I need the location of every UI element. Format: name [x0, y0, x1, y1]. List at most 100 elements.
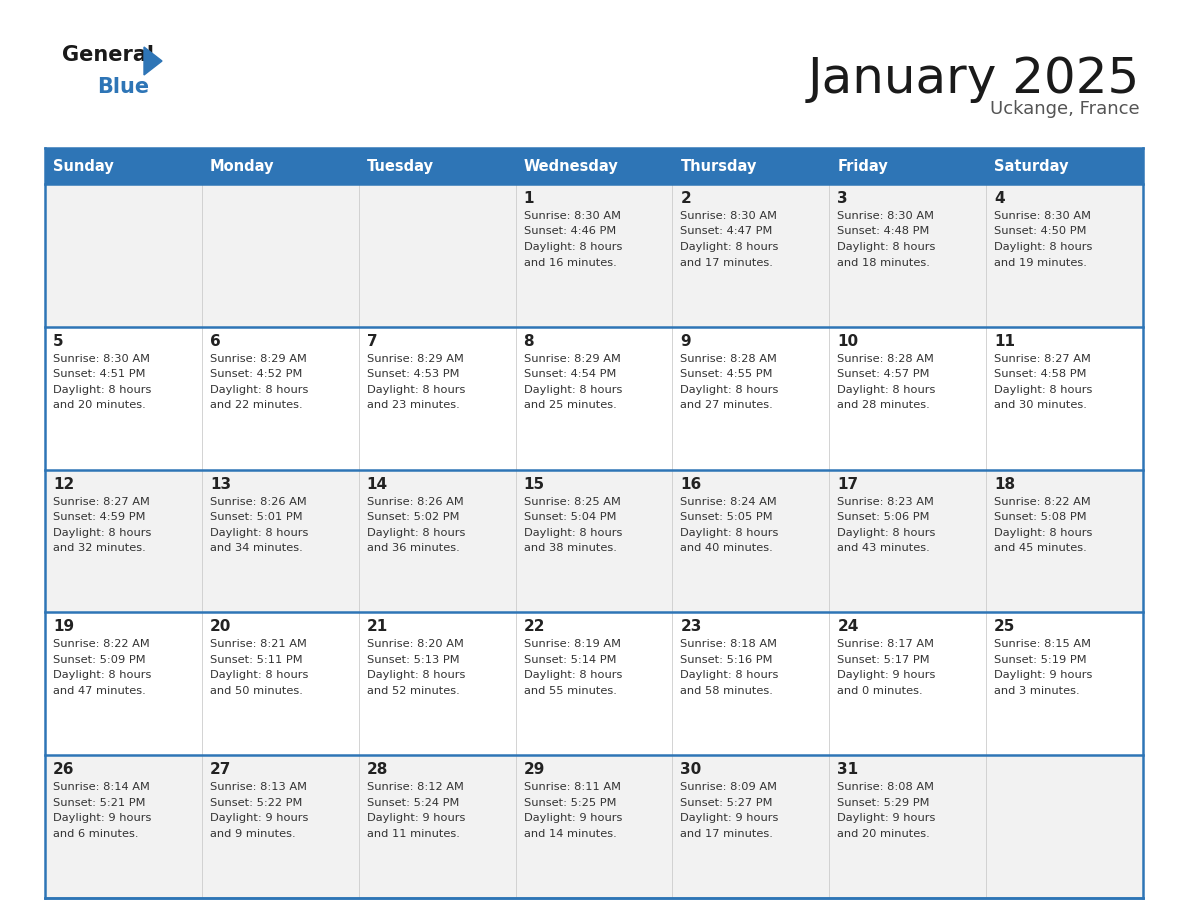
Text: Sunset: 5:14 PM: Sunset: 5:14 PM [524, 655, 617, 665]
Text: Daylight: 8 hours: Daylight: 8 hours [681, 242, 779, 252]
Text: Sunset: 4:46 PM: Sunset: 4:46 PM [524, 227, 615, 237]
Text: General: General [62, 45, 154, 65]
Text: and 25 minutes.: and 25 minutes. [524, 400, 617, 410]
Text: Sunrise: 8:27 AM: Sunrise: 8:27 AM [53, 497, 150, 507]
Text: Sunset: 5:04 PM: Sunset: 5:04 PM [524, 512, 617, 522]
Text: 4: 4 [994, 191, 1005, 206]
Text: Daylight: 8 hours: Daylight: 8 hours [524, 670, 623, 680]
Text: 10: 10 [838, 334, 859, 349]
Text: and 16 minutes.: and 16 minutes. [524, 258, 617, 267]
Bar [986, 756, 1143, 898]
Bar [986, 327, 1143, 470]
Text: Sunset: 5:08 PM: Sunset: 5:08 PM [994, 512, 1087, 522]
Text: 6: 6 [210, 334, 221, 349]
Text: 31: 31 [838, 762, 859, 778]
Bar [202, 756, 359, 898]
Text: Sunrise: 8:29 AM: Sunrise: 8:29 AM [524, 353, 620, 364]
Text: Monday: Monday [210, 159, 274, 174]
Text: 21: 21 [367, 620, 388, 634]
Text: Sunrise: 8:09 AM: Sunrise: 8:09 AM [681, 782, 777, 792]
Text: Daylight: 9 hours: Daylight: 9 hours [524, 813, 623, 823]
Text: Uckange, France: Uckange, France [991, 100, 1140, 118]
Bar [516, 184, 672, 327]
Bar [359, 184, 516, 327]
Text: Daylight: 8 hours: Daylight: 8 hours [524, 528, 623, 538]
Text: Sunrise: 8:11 AM: Sunrise: 8:11 AM [524, 782, 620, 792]
Text: and 36 minutes.: and 36 minutes. [367, 543, 460, 554]
Text: Sunrise: 8:15 AM: Sunrise: 8:15 AM [994, 640, 1091, 649]
Text: Sunrise: 8:24 AM: Sunrise: 8:24 AM [681, 497, 777, 507]
Text: Sunset: 5:11 PM: Sunset: 5:11 PM [210, 655, 303, 665]
Text: and 19 minutes.: and 19 minutes. [994, 258, 1087, 267]
Bar [672, 470, 829, 612]
Bar [45, 756, 202, 898]
Text: Sunset: 5:17 PM: Sunset: 5:17 PM [838, 655, 930, 665]
Text: and 58 minutes.: and 58 minutes. [681, 686, 773, 696]
Text: and 20 minutes.: and 20 minutes. [838, 829, 930, 839]
Text: Sunrise: 8:17 AM: Sunrise: 8:17 AM [838, 640, 934, 649]
Text: 15: 15 [524, 476, 544, 492]
Text: Sunrise: 8:18 AM: Sunrise: 8:18 AM [681, 640, 777, 649]
Text: Sunrise: 8:13 AM: Sunrise: 8:13 AM [210, 782, 307, 792]
Text: Sunset: 4:47 PM: Sunset: 4:47 PM [681, 227, 773, 237]
Text: Sunset: 5:22 PM: Sunset: 5:22 PM [210, 798, 302, 808]
Text: Sunrise: 8:19 AM: Sunrise: 8:19 AM [524, 640, 620, 649]
Text: Sunset: 5:02 PM: Sunset: 5:02 PM [367, 512, 460, 522]
Text: 19: 19 [53, 620, 74, 634]
Text: Sunset: 5:13 PM: Sunset: 5:13 PM [367, 655, 460, 665]
Text: and 20 minutes.: and 20 minutes. [53, 400, 146, 410]
Text: 8: 8 [524, 334, 535, 349]
Text: Daylight: 8 hours: Daylight: 8 hours [53, 670, 151, 680]
Text: Sunrise: 8:30 AM: Sunrise: 8:30 AM [838, 211, 934, 221]
Bar [359, 612, 516, 756]
Text: Sunset: 5:09 PM: Sunset: 5:09 PM [53, 655, 146, 665]
Text: Sunset: 5:05 PM: Sunset: 5:05 PM [681, 512, 773, 522]
Text: Tuesday: Tuesday [367, 159, 434, 174]
Text: Daylight: 8 hours: Daylight: 8 hours [53, 528, 151, 538]
Text: Daylight: 8 hours: Daylight: 8 hours [838, 242, 936, 252]
Text: Sunrise: 8:21 AM: Sunrise: 8:21 AM [210, 640, 307, 649]
Bar [516, 470, 672, 612]
Text: 24: 24 [838, 620, 859, 634]
Text: Sunrise: 8:28 AM: Sunrise: 8:28 AM [681, 353, 777, 364]
Text: Sunset: 5:01 PM: Sunset: 5:01 PM [210, 512, 303, 522]
Text: 27: 27 [210, 762, 232, 778]
Bar [359, 756, 516, 898]
Text: Daylight: 8 hours: Daylight: 8 hours [838, 385, 936, 395]
Text: 1: 1 [524, 191, 535, 206]
Text: and 22 minutes.: and 22 minutes. [210, 400, 303, 410]
Text: and 17 minutes.: and 17 minutes. [681, 258, 773, 267]
Text: Wednesday: Wednesday [524, 159, 618, 174]
Text: 20: 20 [210, 620, 232, 634]
Text: Sunset: 5:21 PM: Sunset: 5:21 PM [53, 798, 145, 808]
Text: 30: 30 [681, 762, 702, 778]
Text: Sunrise: 8:30 AM: Sunrise: 8:30 AM [994, 211, 1091, 221]
Text: Daylight: 8 hours: Daylight: 8 hours [367, 670, 465, 680]
Bar [986, 184, 1143, 327]
Bar [45, 148, 202, 184]
Text: 17: 17 [838, 476, 859, 492]
Bar [202, 327, 359, 470]
Text: Sunset: 4:55 PM: Sunset: 4:55 PM [681, 369, 773, 379]
Text: Sunrise: 8:23 AM: Sunrise: 8:23 AM [838, 497, 934, 507]
Text: Friday: Friday [838, 159, 889, 174]
Text: and 52 minutes.: and 52 minutes. [367, 686, 460, 696]
Text: Sunset: 4:51 PM: Sunset: 4:51 PM [53, 369, 145, 379]
Bar [359, 148, 516, 184]
Text: Daylight: 8 hours: Daylight: 8 hours [681, 528, 779, 538]
Bar [45, 612, 202, 756]
Bar [829, 470, 986, 612]
Bar [672, 756, 829, 898]
Text: Sunrise: 8:22 AM: Sunrise: 8:22 AM [53, 640, 150, 649]
Text: Sunrise: 8:29 AM: Sunrise: 8:29 AM [210, 353, 307, 364]
Text: Sunrise: 8:30 AM: Sunrise: 8:30 AM [53, 353, 150, 364]
Text: and 27 minutes.: and 27 minutes. [681, 400, 773, 410]
Text: Sunset: 5:19 PM: Sunset: 5:19 PM [994, 655, 1087, 665]
Text: 9: 9 [681, 334, 691, 349]
Text: Daylight: 9 hours: Daylight: 9 hours [838, 670, 936, 680]
Text: Sunset: 5:29 PM: Sunset: 5:29 PM [838, 798, 930, 808]
Text: 23: 23 [681, 620, 702, 634]
Text: 5: 5 [53, 334, 64, 349]
Text: and 47 minutes.: and 47 minutes. [53, 686, 146, 696]
Text: Sunset: 4:50 PM: Sunset: 4:50 PM [994, 227, 1087, 237]
